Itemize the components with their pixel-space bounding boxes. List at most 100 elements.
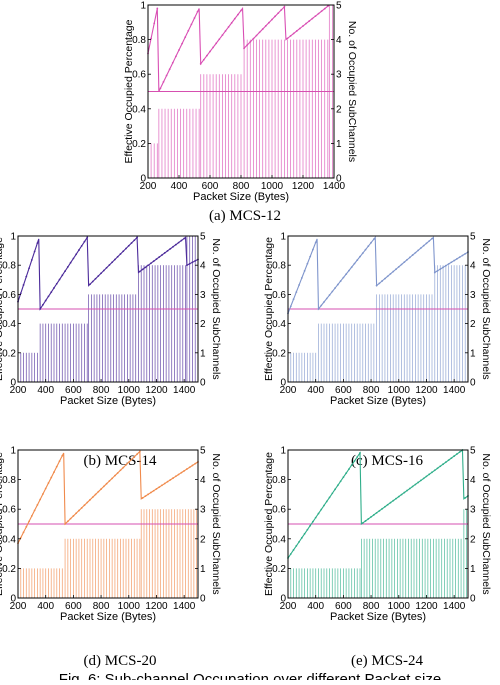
efficiency-point (397, 495, 400, 498)
x-tick-label: 1400 (173, 385, 196, 396)
x-tick-label: 1000 (388, 385, 411, 396)
efficiency-point (181, 42, 184, 45)
efficiency-point (302, 25, 304, 27)
efficiency-point (442, 463, 444, 466)
y-left-tick-label: 0.4 (272, 319, 286, 330)
efficiency-point (42, 303, 44, 306)
efficiency-point (44, 487, 47, 490)
subchannel-bars (17, 509, 198, 598)
efficiency-line (287, 235, 469, 314)
y-left-tick-label: 0.6 (2, 505, 16, 516)
efficiency-point (174, 243, 177, 246)
x-tick-label: 800 (233, 181, 250, 192)
efficiency-point (417, 249, 420, 252)
x-tick-label: 1200 (292, 181, 315, 192)
x-tick-label: 200 (280, 601, 297, 612)
efficiency-point (359, 452, 361, 454)
efficiency-point (199, 62, 202, 65)
efficiency-point (367, 518, 370, 520)
efficiency-point (317, 512, 320, 515)
efficiency-point (397, 265, 400, 268)
efficiency-point (334, 287, 336, 289)
efficiency-point (361, 252, 364, 255)
efficiency-point (91, 496, 94, 499)
efficiency-point (372, 513, 375, 516)
subplot-caption: (a) MCS-12 (209, 208, 281, 224)
efficiency-point (323, 7, 326, 10)
efficiency-point (191, 464, 194, 467)
efficiency-point (33, 509, 36, 512)
x-tick-label: 600 (202, 181, 219, 192)
efficiency-point (348, 468, 350, 471)
efficiency-point (130, 458, 133, 461)
efficiency-point (147, 493, 150, 496)
efficiency-point (83, 240, 86, 243)
efficiency-point (177, 473, 180, 476)
x-tick-label: 400 (37, 385, 54, 396)
efficiency-point (289, 34, 292, 37)
y-right-tick-label: 2 (470, 534, 476, 545)
efficiency-line (147, 4, 330, 92)
y-right-axis-label: No. of Occupied SubChannels (210, 453, 222, 594)
efficiency-point (155, 488, 158, 490)
y-right-tick-label: 1 (336, 139, 342, 150)
y-right-tick-label: 2 (200, 534, 206, 545)
efficiency-point (186, 264, 188, 267)
efficiency-point (178, 49, 180, 51)
efficiency-point (114, 258, 116, 261)
efficiency-point (190, 23, 193, 26)
efficiency-point (102, 269, 105, 272)
y-left-tick-label: 0.2 (2, 348, 16, 359)
y-right-tick-label: 3 (470, 290, 476, 301)
efficiency-point (305, 22, 307, 25)
efficiency-point (453, 455, 456, 457)
efficiency-point (428, 240, 431, 242)
efficiency-point (274, 15, 276, 18)
y-left-tick-label: 0.2 (272, 564, 286, 575)
y-left-tick-label: 0.2 (2, 564, 16, 575)
efficiency-point (422, 477, 425, 480)
efficiency-point (439, 465, 442, 468)
x-tick-label: 800 (363, 385, 380, 396)
efficiency-point (194, 259, 197, 262)
efficiency-point (450, 261, 453, 264)
efficiency-point (425, 242, 428, 245)
plot-frame (287, 449, 469, 599)
efficiency-point (133, 455, 136, 458)
efficiency-point (227, 26, 230, 28)
efficiency-markers (287, 237, 469, 315)
efficiency-point (364, 248, 367, 251)
x-tick-label: 200 (140, 181, 157, 192)
efficiency-point (39, 498, 42, 501)
efficiency-point (420, 247, 422, 249)
efficiency-point (403, 491, 406, 494)
efficiency-point (86, 236, 89, 239)
efficiency-point (155, 258, 158, 261)
efficiency-point (336, 283, 339, 286)
y-right-tick-label: 3 (200, 505, 206, 516)
efficiency-point (370, 516, 372, 518)
efficiency-point (458, 451, 461, 453)
efficiency-point (83, 504, 86, 507)
efficiency-point (89, 283, 91, 286)
efficiency-point (283, 5, 286, 8)
efficiency-point (414, 251, 417, 254)
efficiency-point (202, 58, 205, 61)
efficiency-point (47, 482, 50, 484)
y-left-tick-label: 0.4 (2, 534, 16, 545)
efficiency-point (428, 473, 431, 476)
efficiency-point (150, 491, 152, 494)
efficiency-point (323, 301, 325, 303)
y-right-axis-label: No. of Occupied SubChannels (346, 21, 358, 162)
efficiency-point (439, 268, 442, 270)
efficiency-point (36, 242, 39, 245)
efficiency-point (158, 256, 161, 258)
y-left-tick-label: 0.4 (2, 319, 16, 330)
efficiency-point (314, 516, 317, 519)
efficiency-point (350, 266, 353, 269)
efficiency-point (420, 479, 422, 482)
y-left-tick-label: 0.8 (2, 261, 16, 272)
efficiency-point (91, 280, 94, 283)
efficiency-point (339, 280, 342, 282)
efficiency-point (378, 509, 381, 512)
